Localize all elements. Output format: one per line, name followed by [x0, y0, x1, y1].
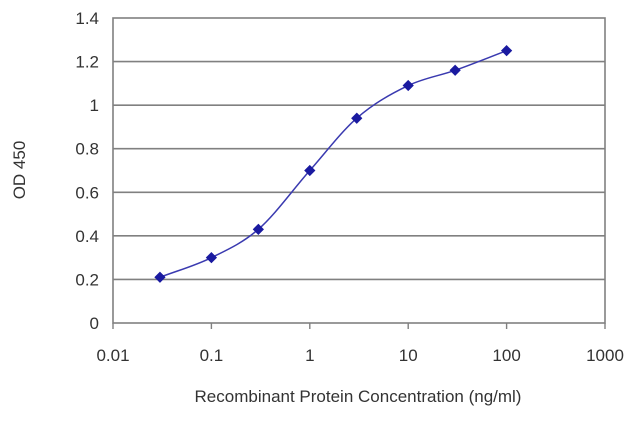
x-tick-label: 10 — [399, 346, 418, 365]
gridlines — [113, 60, 605, 281]
y-axis-label: OD 450 — [10, 141, 29, 200]
data-point-marker — [351, 112, 363, 124]
y-tick-label: 1.2 — [75, 53, 99, 72]
y-tick-label: 1.4 — [75, 9, 99, 28]
data-point-marker — [205, 252, 218, 264]
data-point-marker — [304, 164, 316, 177]
y-tick-label: 0.6 — [75, 183, 99, 202]
plot-frame — [112, 17, 606, 329]
data-point-marker — [154, 271, 166, 283]
x-tick-label: 1 — [305, 346, 314, 365]
x-tick-label: 100 — [492, 346, 520, 365]
x-tick-label: 0.1 — [200, 346, 224, 365]
series-line — [159, 49, 507, 278]
y-tick-label: 1 — [90, 96, 99, 115]
y-tick-label: 0.4 — [75, 227, 99, 246]
y-tick-label: 0.8 — [75, 140, 99, 159]
x-tick-label: 0.01 — [96, 346, 129, 365]
x-tick-labels: 0.01 0.1 1 10 100 1000 — [96, 346, 623, 365]
data-point-marker — [500, 45, 513, 57]
series-layer — [154, 45, 513, 283]
y-tick-labels: 0 0.2 0.4 0.6 0.8 1 1.2 1.4 — [75, 9, 99, 333]
plot-border — [112, 17, 606, 324]
data-point-marker — [449, 64, 461, 76]
data-point-marker — [252, 223, 264, 235]
y-tick-label: 0.2 — [75, 270, 99, 289]
x-axis-label: Recombinant Protein Concentration (ng/ml… — [195, 387, 522, 406]
data-point-marker — [402, 79, 414, 92]
x-tick-label: 1000 — [586, 346, 624, 365]
y-tick-label: 0 — [90, 314, 99, 333]
